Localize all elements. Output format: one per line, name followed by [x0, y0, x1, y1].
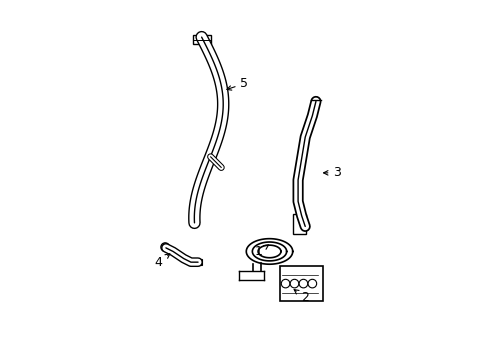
Text: 3: 3 [323, 166, 341, 179]
Circle shape [281, 279, 289, 288]
Text: 4: 4 [155, 254, 169, 269]
Text: 1: 1 [254, 245, 268, 258]
Circle shape [299, 279, 307, 288]
Circle shape [161, 243, 169, 251]
FancyBboxPatch shape [196, 258, 201, 265]
Circle shape [290, 279, 298, 288]
Text: 5: 5 [226, 77, 248, 90]
Text: 2: 2 [294, 289, 308, 305]
FancyBboxPatch shape [280, 266, 323, 301]
FancyBboxPatch shape [192, 35, 210, 44]
FancyBboxPatch shape [292, 214, 305, 234]
Circle shape [307, 279, 316, 288]
